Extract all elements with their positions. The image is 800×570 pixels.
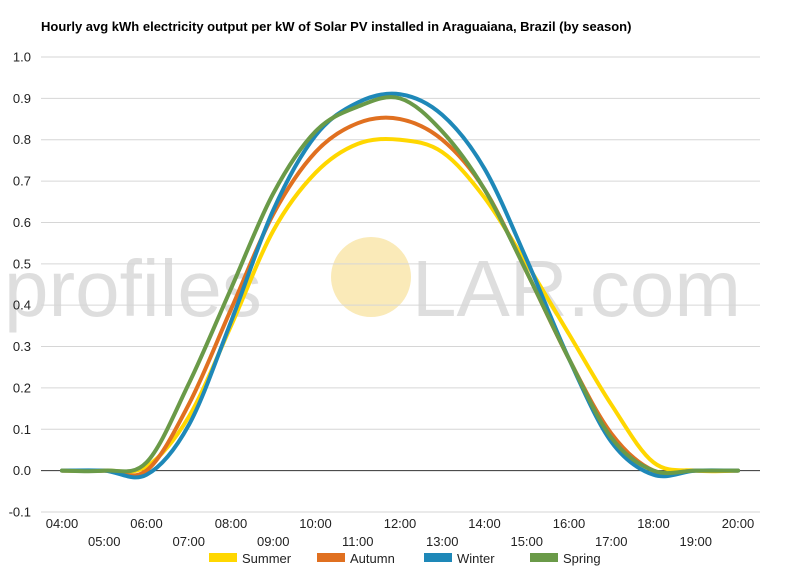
- legend-label-summer: Summer: [242, 551, 292, 566]
- legend-swatch-spring: [530, 553, 558, 562]
- x-tick-label: 20:00: [722, 516, 755, 531]
- x-tick-label: 19:00: [679, 534, 712, 549]
- legend-label-winter: Winter: [457, 551, 495, 566]
- watermark: profiles LAR.com: [4, 237, 741, 333]
- legend: Summer Autumn Winter Spring: [209, 551, 601, 566]
- x-tick-label: 14:00: [468, 516, 501, 531]
- series-line-winter: [60, 91, 740, 480]
- watermark-text-left: profiles: [4, 244, 262, 333]
- x-tick-label: 07:00: [172, 534, 205, 549]
- watermark-text-right: LAR.com: [412, 244, 741, 333]
- legend-label-spring: Spring: [563, 551, 601, 566]
- chart-title: Hourly avg kWh electricity output per kW…: [41, 19, 632, 34]
- y-tick-label: -0.1: [9, 505, 31, 520]
- x-tick-label: 08:00: [215, 516, 248, 531]
- x-tick-label: 04:00: [46, 516, 79, 531]
- y-tick-label: 1.0: [13, 50, 31, 65]
- y-tick-label: 0.1: [13, 422, 31, 437]
- x-tick-label: 11:00: [342, 534, 374, 549]
- x-tick-label: 12:00: [384, 516, 417, 531]
- x-tick-label: 18:00: [637, 516, 670, 531]
- x-tick-label: 15:00: [510, 534, 543, 549]
- legend-swatch-winter: [424, 553, 452, 562]
- y-tick-label: 0.9: [13, 91, 31, 106]
- y-tick-label: 0.2: [13, 380, 31, 395]
- y-tick-label: 0.6: [13, 215, 31, 230]
- y-tick-label: 0.4: [13, 298, 31, 313]
- legend-swatch-autumn: [317, 553, 345, 562]
- axes: 1.0 0.9 0.8 0.7 0.6 0.5 0.4 0.3 0.2 0.1 0.0 -0.1 04:…: [9, 50, 755, 550]
- watermark-sun-icon: [331, 237, 411, 317]
- y-tick-label: 0.7: [13, 174, 31, 189]
- x-tick-label: 06:00: [130, 516, 163, 531]
- series-line-autumn: [60, 115, 740, 478]
- legend-swatch-summer: [209, 553, 237, 562]
- x-tick-label: 16:00: [553, 516, 586, 531]
- series-line-summer: [60, 136, 740, 474]
- x-tick-label: 13:00: [426, 534, 459, 549]
- grid: [41, 56, 760, 513]
- y-tick-label: 0.5: [13, 256, 31, 271]
- series-lines: [60, 91, 740, 480]
- y-tick-label: 0.3: [13, 339, 31, 354]
- series-line-spring: [60, 95, 740, 476]
- y-tick-label: 0.8: [13, 132, 31, 147]
- legend-label-autumn: Autumn: [350, 551, 395, 566]
- y-tick-label: 0.0: [13, 463, 31, 478]
- x-tick-label: 10:00: [299, 516, 332, 531]
- x-tick-label: 17:00: [595, 534, 628, 549]
- x-tick-label: 09:00: [257, 534, 290, 549]
- x-tick-label: 05:00: [88, 534, 121, 549]
